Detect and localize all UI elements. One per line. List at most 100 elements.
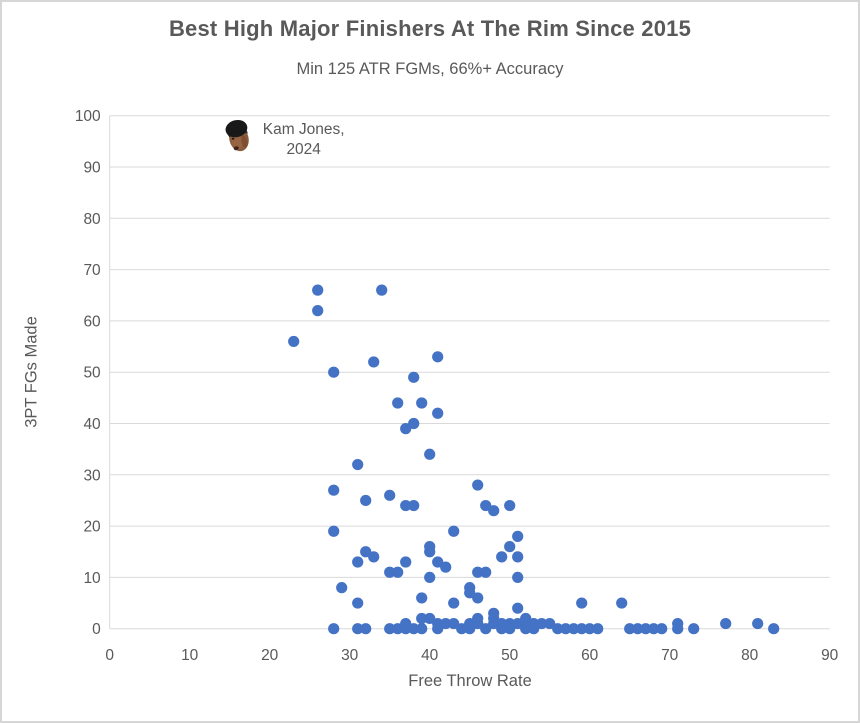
data-point bbox=[368, 551, 380, 563]
data-point bbox=[352, 597, 364, 609]
x-tick-label: 10 bbox=[181, 647, 199, 664]
data-point bbox=[480, 623, 492, 635]
y-axis-title: 3PT FGs Made bbox=[22, 316, 41, 428]
data-point bbox=[488, 617, 500, 630]
data-point bbox=[496, 551, 508, 563]
data-point bbox=[432, 407, 444, 419]
data-point bbox=[392, 397, 404, 409]
data-point bbox=[424, 571, 436, 584]
data-point bbox=[648, 623, 660, 635]
data-point bbox=[504, 617, 516, 630]
data-point bbox=[384, 566, 396, 578]
data-point bbox=[416, 612, 428, 625]
chart-subtitle: Min 125 ATR FGMs, 66%+ Accuracy bbox=[296, 60, 564, 78]
data-point bbox=[400, 617, 412, 630]
y-tick-label: 30 bbox=[83, 467, 101, 484]
data-point bbox=[440, 561, 452, 573]
data-point bbox=[392, 623, 404, 635]
data-point bbox=[448, 597, 460, 609]
data-point bbox=[512, 571, 524, 584]
data-point bbox=[512, 617, 524, 630]
data-point bbox=[624, 623, 636, 635]
data-point bbox=[504, 499, 516, 512]
data-point bbox=[464, 617, 476, 630]
data-point bbox=[424, 546, 436, 558]
data-point bbox=[392, 566, 404, 578]
data-point bbox=[408, 499, 420, 512]
data-point bbox=[360, 546, 372, 558]
data-point bbox=[512, 602, 524, 614]
data-point bbox=[408, 371, 420, 383]
data-point bbox=[432, 351, 444, 363]
data-point bbox=[656, 623, 668, 635]
data-point bbox=[520, 612, 532, 625]
data-point bbox=[544, 617, 556, 630]
data-point bbox=[536, 617, 548, 630]
data-point bbox=[512, 551, 524, 563]
data-point bbox=[560, 623, 572, 635]
data-point bbox=[416, 592, 428, 604]
y-tick-label: 50 bbox=[83, 365, 101, 382]
data-point bbox=[360, 623, 372, 635]
data-point bbox=[416, 397, 428, 409]
y-tick-label: 100 bbox=[75, 108, 101, 125]
x-tick-label: 50 bbox=[501, 647, 519, 664]
data-point bbox=[672, 617, 684, 630]
data-point bbox=[472, 479, 484, 491]
chart-title: Best High Major Finishers At The Rim Sin… bbox=[168, 16, 692, 41]
data-point bbox=[432, 556, 444, 568]
data-point bbox=[384, 623, 396, 635]
data-point bbox=[592, 623, 604, 635]
x-tick-label: 20 bbox=[261, 647, 279, 664]
data-point bbox=[448, 525, 460, 537]
data-point bbox=[352, 623, 364, 635]
data-point bbox=[416, 623, 428, 635]
data-point bbox=[552, 623, 564, 635]
data-point bbox=[328, 366, 340, 378]
data-point bbox=[424, 448, 436, 460]
y-tick-label: 20 bbox=[83, 519, 101, 536]
data-point bbox=[472, 592, 484, 604]
x-tick-label: 60 bbox=[581, 647, 599, 664]
data-point bbox=[528, 617, 540, 630]
data-point bbox=[584, 623, 596, 635]
data-point bbox=[400, 423, 412, 435]
data-point bbox=[408, 623, 420, 635]
data-point bbox=[488, 505, 500, 517]
annotation-label: Kam Jones, 2024 bbox=[262, 120, 346, 160]
data-point bbox=[432, 617, 444, 630]
data-point bbox=[360, 494, 372, 507]
y-tick-label: 80 bbox=[83, 211, 101, 228]
data-point bbox=[456, 623, 468, 635]
data-point bbox=[440, 617, 452, 630]
data-point bbox=[464, 587, 476, 599]
data-point bbox=[752, 617, 764, 630]
data-point bbox=[576, 597, 588, 609]
data-point bbox=[288, 335, 300, 348]
annotation-label-line1: Kam Jones, bbox=[262, 121, 345, 139]
y-tick-label: 40 bbox=[83, 416, 101, 433]
data-point bbox=[336, 582, 348, 594]
x-tick-label: 30 bbox=[341, 647, 359, 664]
data-point bbox=[448, 617, 460, 630]
y-tick-label: 0 bbox=[92, 621, 101, 638]
data-point bbox=[632, 623, 644, 635]
data-point bbox=[616, 597, 628, 609]
annotation-label-line2: 2024 bbox=[286, 141, 321, 159]
x-tick-label: 70 bbox=[661, 647, 679, 664]
data-point bbox=[328, 525, 340, 537]
data-point bbox=[328, 623, 340, 635]
data-point bbox=[424, 612, 436, 625]
data-point bbox=[352, 458, 364, 471]
data-point bbox=[720, 617, 732, 630]
data-point bbox=[640, 623, 652, 635]
player-face-icon bbox=[225, 120, 249, 152]
data-point bbox=[376, 284, 388, 296]
x-tick-label: 80 bbox=[741, 647, 759, 664]
data-point bbox=[480, 566, 492, 578]
data-point bbox=[352, 556, 364, 568]
y-tick-label: 60 bbox=[83, 313, 101, 330]
data-point bbox=[328, 484, 340, 496]
